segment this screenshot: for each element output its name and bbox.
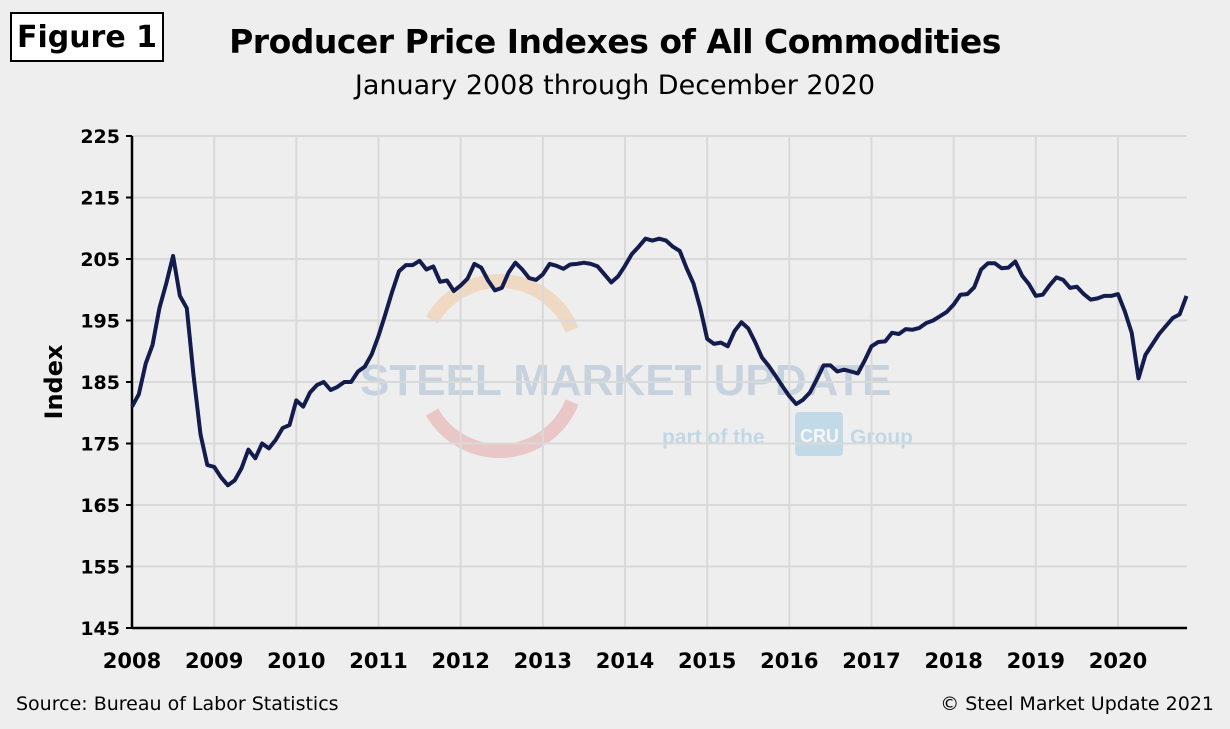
x-tick-label: 2020 — [1089, 649, 1147, 673]
x-tick-label: 2016 — [760, 649, 818, 673]
x-tick-label: 2018 — [924, 649, 982, 673]
copyright-note: © Steel Market Update 2021 — [940, 693, 1214, 715]
y-tick-label: 215 — [80, 188, 120, 210]
y-tick-label: 225 — [80, 126, 120, 148]
watermark-sub-before: part of the — [662, 426, 765, 449]
x-tick-label: 2008 — [103, 649, 161, 673]
x-tick-label: 2017 — [842, 649, 900, 673]
x-tick-label: 2010 — [267, 649, 325, 673]
y-tick-label: 155 — [80, 557, 120, 579]
series-line — [130, 236, 1189, 488]
x-tick-label: 2009 — [185, 649, 243, 673]
y-tick-label: 185 — [80, 372, 120, 394]
x-tick-label: 2011 — [349, 649, 407, 673]
watermark-cru-box — [795, 412, 843, 456]
x-tick-label: 2014 — [596, 649, 654, 673]
watermark-sub-after: Group — [850, 426, 913, 449]
x-tick-label: 2013 — [514, 649, 572, 673]
x-tick-label: 2019 — [1007, 649, 1065, 673]
y-tick-label: 195 — [80, 311, 120, 333]
figure-label: Figure 1 — [10, 12, 164, 62]
y-axis-title: Index — [40, 344, 68, 419]
watermark-arc-bottom — [425, 399, 579, 459]
source-note: Source: Bureau of Labor Statistics — [16, 693, 339, 715]
y-tick-label: 145 — [80, 618, 120, 640]
chart-title: Producer Price Indexes of All Commoditie… — [229, 22, 1001, 61]
x-tick-label: 2012 — [431, 649, 489, 673]
y-tick-label: 205 — [80, 249, 120, 271]
y-tick-label: 165 — [80, 495, 120, 517]
x-tick-label: 2015 — [678, 649, 736, 673]
watermark-cru: CRU — [800, 426, 839, 446]
chart-subtitle: January 2008 through December 2020 — [354, 70, 876, 101]
watermark-logo: STEEL MARKET UPDATE part of the CRU Grou… — [360, 273, 913, 459]
y-tick-label: 175 — [80, 434, 120, 456]
